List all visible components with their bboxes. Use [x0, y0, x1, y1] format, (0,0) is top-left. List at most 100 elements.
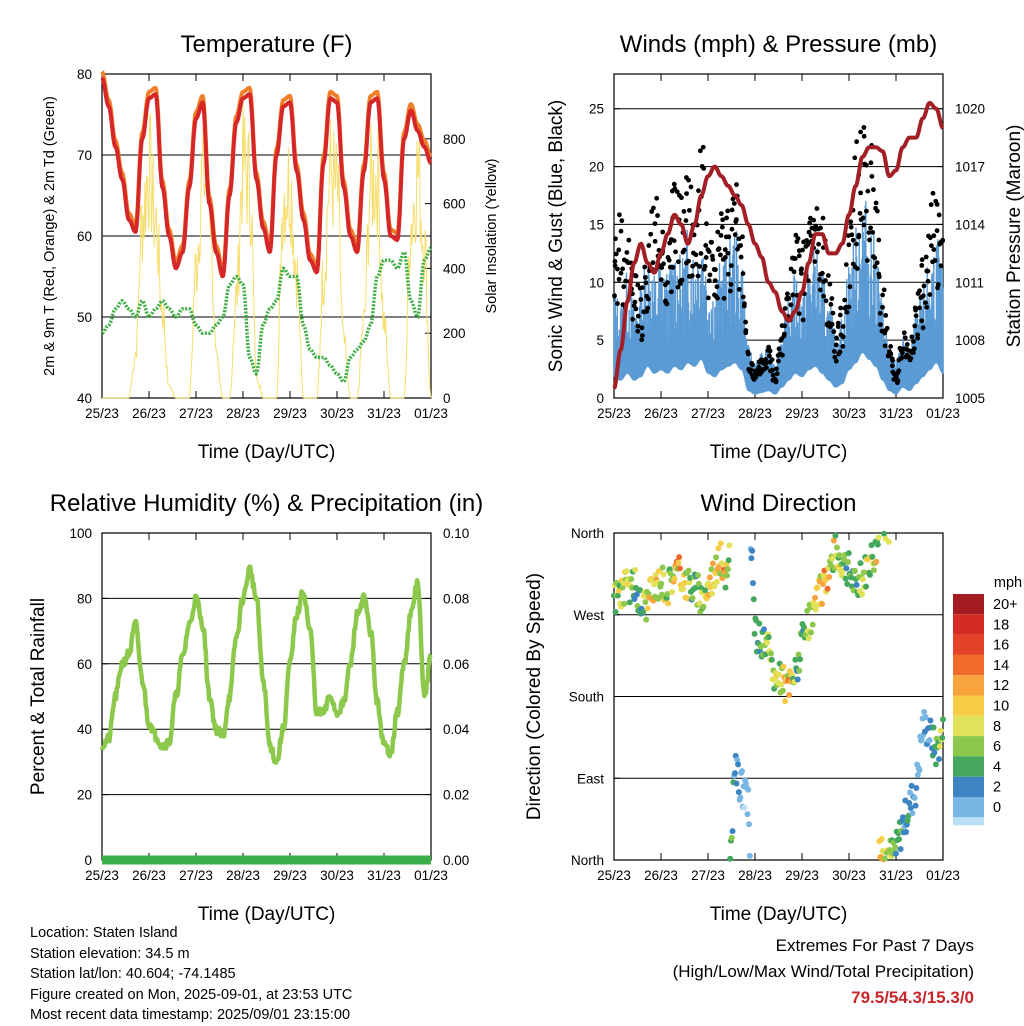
direction-point — [744, 811, 751, 818]
direction-point — [768, 656, 775, 663]
direction-point — [875, 534, 882, 541]
y-tick-label: North — [571, 526, 604, 541]
gust-point — [817, 277, 822, 282]
direction-point — [746, 821, 753, 828]
legend-swatch — [953, 756, 984, 777]
gust-point — [846, 304, 852, 310]
gust-point — [722, 255, 728, 260]
gust-point — [811, 217, 817, 223]
direction-point — [826, 573, 833, 580]
direction-point — [731, 770, 738, 777]
gust-point — [736, 286, 742, 292]
gust-point — [648, 231, 654, 237]
chart-title: Relative Humidity (%) & Precipitation (i… — [50, 490, 483, 517]
direction-point — [931, 749, 938, 756]
direction-point — [749, 547, 756, 554]
gust-point — [612, 263, 618, 269]
gust-point — [852, 155, 858, 161]
gust-point — [635, 313, 641, 319]
gust-point — [618, 270, 624, 276]
gust-point — [780, 352, 785, 358]
gust-point — [867, 237, 872, 243]
gust-point — [921, 283, 927, 289]
y2-tick-label: 1020 — [955, 102, 985, 117]
y2-tick-label: 1011 — [955, 275, 984, 290]
direction-point — [936, 743, 943, 750]
y-tick-label: 60 — [77, 229, 92, 244]
gust-point — [830, 310, 836, 316]
gust-point — [882, 343, 888, 349]
direction-point — [940, 716, 946, 723]
x-tick-label: 25/23 — [597, 406, 631, 421]
x-tick-label: 01/23 — [414, 406, 448, 421]
gust-point — [740, 271, 746, 276]
direction-point — [619, 584, 626, 591]
series-station-pressure — [612, 100, 945, 390]
gust-point — [718, 233, 724, 238]
chart-panel-3: Relative Humidity (%) & Precipitation (i… — [28, 490, 483, 925]
direction-point — [724, 566, 731, 573]
direction-point — [830, 537, 837, 544]
gust-point — [825, 273, 831, 278]
gust-point — [831, 329, 837, 335]
x-axis-label: Time (Day/UTC) — [198, 442, 336, 463]
gust-point — [835, 324, 841, 329]
legend-swatch — [953, 797, 984, 818]
gust-point — [861, 133, 867, 139]
gust-point — [827, 281, 833, 287]
direction-point — [636, 587, 643, 594]
gust-point — [776, 346, 782, 352]
gust-point — [849, 232, 855, 238]
gust-point — [869, 173, 875, 179]
gust-point — [871, 187, 876, 193]
gust-point — [624, 250, 630, 255]
direction-point — [644, 605, 651, 612]
gust-point — [786, 296, 792, 301]
gust-point — [812, 259, 818, 265]
gust-point — [683, 218, 689, 223]
gust-point — [697, 148, 703, 154]
gust-point — [681, 247, 687, 253]
direction-point — [702, 587, 709, 594]
x-tick-label: 27/23 — [691, 868, 725, 883]
gust-point — [639, 337, 645, 343]
gust-point — [814, 206, 820, 211]
gust-point — [618, 228, 624, 234]
gust-point — [728, 263, 734, 269]
x-tick-label: 28/23 — [226, 868, 260, 883]
gust-point — [790, 292, 796, 298]
y-tick-label: 70 — [77, 148, 92, 163]
x-axis-label: Time (Day/UTC) — [710, 442, 848, 463]
gust-point — [920, 293, 926, 299]
legend-title: mph — [994, 575, 1022, 591]
direction-point — [868, 542, 875, 549]
gust-point — [911, 350, 916, 355]
gust-point — [861, 125, 867, 130]
gust-point — [732, 232, 738, 238]
direction-point — [727, 855, 734, 862]
legend-swatch — [953, 594, 984, 615]
gust-point — [724, 215, 729, 221]
legend-swatch — [953, 695, 984, 716]
y2-tick-label: 1008 — [955, 333, 985, 348]
gust-point — [876, 274, 882, 280]
gust-point — [613, 251, 619, 257]
direction-point — [909, 810, 916, 817]
gust-point — [888, 344, 894, 349]
y2-axis-label: Solar Insolation (Yellow) — [484, 158, 500, 313]
direction-point — [892, 850, 899, 857]
gust-point — [689, 273, 695, 279]
gust-point — [927, 292, 933, 297]
y2-tick-label: 400 — [443, 261, 466, 276]
gust-point — [915, 335, 921, 341]
direction-point — [706, 574, 713, 581]
gust-point — [834, 335, 839, 341]
direction-point — [786, 691, 793, 698]
y-tick-label: 25 — [589, 102, 604, 117]
gust-point — [709, 253, 715, 259]
gust-point — [833, 358, 839, 364]
legend-label: 16 — [993, 638, 1009, 654]
direction-point — [878, 835, 885, 842]
gust-point — [616, 212, 622, 218]
